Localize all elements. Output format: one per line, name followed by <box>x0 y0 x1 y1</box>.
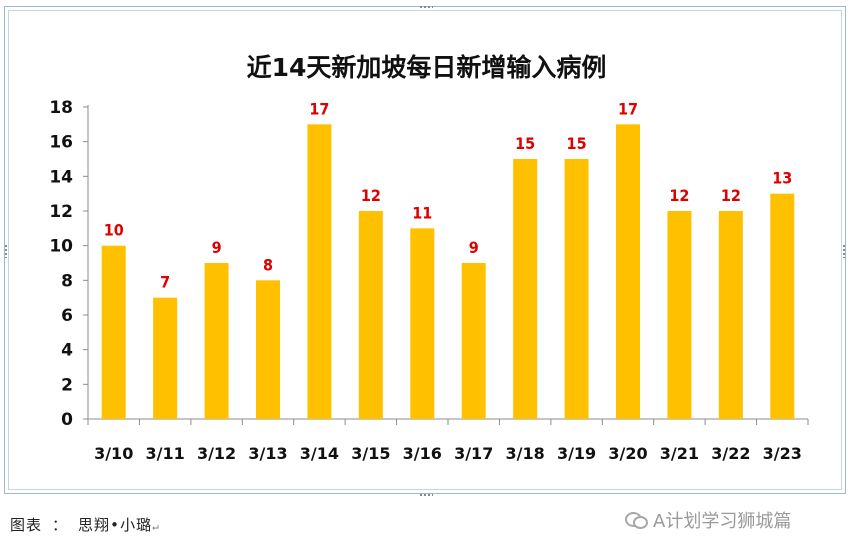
bar <box>153 297 178 419</box>
x-tick-label: 3/11 <box>146 444 185 463</box>
x-tick-label: 3/21 <box>660 444 699 463</box>
x-tick-label: 3/10 <box>94 444 133 463</box>
y-tick-label: 6 <box>61 306 73 326</box>
chart-title: 近14天新加坡每日新增输入病例 <box>246 53 607 82</box>
resize-handle-right[interactable] <box>842 244 846 258</box>
bar-chart: 0 2 4 6 8 10 12 14 16 18 10 3/10 7 3/11 9 3/12 8 3/13 17 3/… <box>49 98 809 463</box>
data-label: 7 <box>160 273 170 292</box>
watermark-text: A计划学习狮城篇 <box>653 511 792 532</box>
bar <box>256 280 280 419</box>
x-tick-label: 3/13 <box>248 444 287 463</box>
chart-caption: 图表 ： 思翔•小璐↵ <box>10 514 160 535</box>
paragraph-mark: ↵ <box>152 520 160 533</box>
x-tick-label: 3/12 <box>197 444 236 463</box>
x-tick-label: 3/16 <box>403 444 442 463</box>
bar <box>307 124 332 419</box>
bar <box>564 159 589 419</box>
y-tick-label: 4 <box>61 341 73 361</box>
x-tick-label: 3/23 <box>763 444 802 463</box>
x-tick-label: 3/15 <box>351 444 390 463</box>
y-tick-label: 12 <box>49 202 73 222</box>
bar <box>770 193 795 419</box>
bar <box>358 211 383 419</box>
x-tick-label: 3/22 <box>711 444 750 463</box>
bar <box>616 124 640 419</box>
data-label: 15 <box>567 134 587 153</box>
bar <box>513 159 538 419</box>
caption-text: 图表 ： 思翔•小璐 <box>10 516 153 534</box>
data-label: 9 <box>469 238 479 257</box>
bar <box>667 211 692 419</box>
x-tick-label: 3/18 <box>506 444 545 463</box>
watermark: A计划学习狮城篇 <box>625 507 791 533</box>
y-tick-label: 18 <box>49 98 73 118</box>
bar <box>204 263 229 419</box>
resize-handle-left[interactable] <box>4 244 8 258</box>
y-tick-label: 16 <box>49 133 73 153</box>
wechat-icon <box>625 511 648 529</box>
data-label: 9 <box>212 238 222 257</box>
data-label: 17 <box>618 99 638 118</box>
y-tick-label: 14 <box>49 167 73 187</box>
bar <box>101 245 126 419</box>
data-label: 10 <box>104 221 124 240</box>
bar <box>718 211 743 419</box>
bar <box>410 228 435 419</box>
data-label: 12 <box>669 186 689 205</box>
x-tick-label: 3/20 <box>608 444 647 463</box>
y-tick-label: 2 <box>61 375 73 395</box>
data-label: 11 <box>412 203 432 222</box>
data-label: 8 <box>263 255 273 274</box>
resize-handle-bottom[interactable] <box>419 493 433 497</box>
bar <box>461 263 486 419</box>
data-label: 13 <box>772 169 792 188</box>
resize-handle-top[interactable] <box>419 5 433 9</box>
data-label: 15 <box>515 134 535 153</box>
y-tick-label: 0 <box>61 410 73 430</box>
chart-frame-inner <box>8 10 842 490</box>
x-tick-label: 3/17 <box>454 444 493 463</box>
y-tick-label: 8 <box>61 271 73 291</box>
y-tick-label: 10 <box>49 237 73 257</box>
x-tick-label: 3/19 <box>557 444 596 463</box>
data-label: 12 <box>721 186 741 205</box>
x-tick-label: 3/14 <box>300 444 339 463</box>
data-label: 17 <box>309 99 329 118</box>
data-label: 12 <box>361 186 381 205</box>
